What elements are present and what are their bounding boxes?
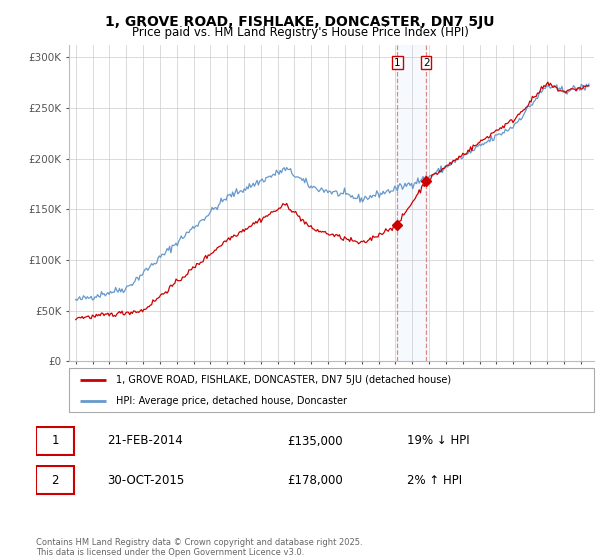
- Text: 1: 1: [394, 58, 401, 68]
- Text: 2% ↑ HPI: 2% ↑ HPI: [407, 474, 463, 487]
- Text: 2: 2: [423, 58, 430, 68]
- FancyBboxPatch shape: [69, 368, 594, 412]
- Text: 30-OCT-2015: 30-OCT-2015: [107, 474, 184, 487]
- Text: 2: 2: [52, 474, 59, 487]
- Text: 1: 1: [52, 435, 59, 447]
- Text: 19% ↓ HPI: 19% ↓ HPI: [407, 435, 470, 447]
- Text: 1, GROVE ROAD, FISHLAKE, DONCASTER, DN7 5JU: 1, GROVE ROAD, FISHLAKE, DONCASTER, DN7 …: [105, 15, 495, 29]
- Text: 21-FEB-2014: 21-FEB-2014: [107, 435, 183, 447]
- Text: HPI: Average price, detached house, Doncaster: HPI: Average price, detached house, Donc…: [116, 396, 347, 405]
- Text: £178,000: £178,000: [287, 474, 343, 487]
- Text: Price paid vs. HM Land Registry's House Price Index (HPI): Price paid vs. HM Land Registry's House …: [131, 26, 469, 39]
- Text: £135,000: £135,000: [287, 435, 343, 447]
- Text: 1, GROVE ROAD, FISHLAKE, DONCASTER, DN7 5JU (detached house): 1, GROVE ROAD, FISHLAKE, DONCASTER, DN7 …: [116, 375, 451, 385]
- Text: Contains HM Land Registry data © Crown copyright and database right 2025.
This d: Contains HM Land Registry data © Crown c…: [36, 538, 362, 557]
- FancyBboxPatch shape: [36, 466, 74, 494]
- Bar: [397, 45, 426, 361]
- FancyBboxPatch shape: [36, 427, 74, 455]
